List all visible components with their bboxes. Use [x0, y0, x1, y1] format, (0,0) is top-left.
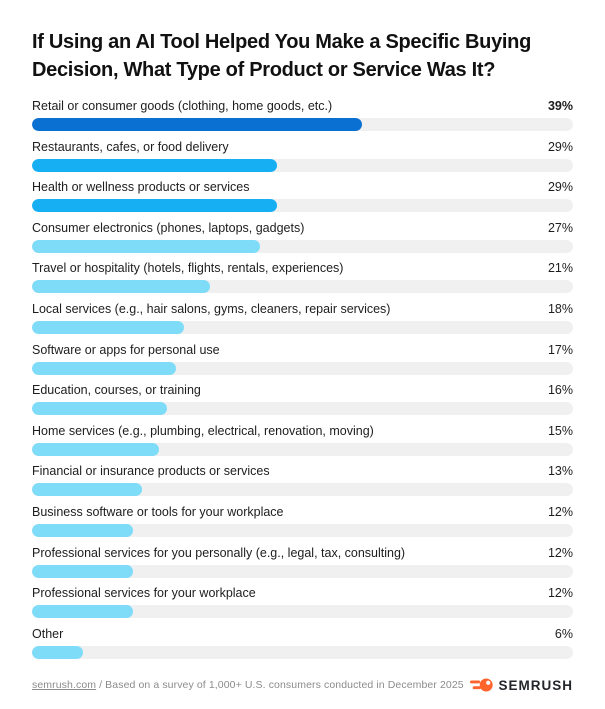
bar-chart: Retail or consumer goods (clothing, home…: [32, 99, 573, 677]
category-label: Education, courses, or training: [32, 383, 201, 398]
chart-row: Local services (e.g., hair salons, gyms,…: [32, 302, 573, 334]
semrush-wordmark: SEMRUSH: [498, 677, 573, 693]
chart-row: Health or wellness products or services …: [32, 180, 573, 213]
bar-track: [32, 564, 573, 578]
bar-track: [32, 239, 573, 253]
bar-track: [32, 361, 573, 375]
bar-track: [32, 280, 573, 294]
category-label: Professional services for you personally…: [32, 545, 406, 560]
value-label: 13%: [547, 464, 573, 479]
bar-fill: [32, 402, 168, 416]
value-label: 12%: [547, 504, 573, 519]
value-label: 6%: [554, 626, 573, 641]
source-link[interactable]: semrush.com: [32, 679, 97, 691]
value-label: 12%: [547, 545, 573, 560]
semrush-logo: SEMRUSH: [470, 677, 573, 693]
category-label: Restaurants, cafes, or food delivery: [32, 139, 229, 154]
page-title-line-1: If Using an AI Tool Helped You Make a Sp…: [32, 31, 531, 53]
value-label: 27%: [547, 220, 573, 235]
chart-row: Consumer electronics (phones, laptops, g…: [32, 221, 573, 253]
chart-row: Professional services for you personally…: [32, 546, 573, 578]
bar-fill: [32, 361, 176, 375]
bar-fill: [32, 564, 134, 578]
bar-track: [32, 442, 573, 456]
chart-row: Financial or insurance products or servi…: [32, 464, 573, 497]
category-label: Health or wellness products or services: [32, 180, 250, 195]
category-label: Other: [32, 626, 64, 641]
chart-row: Restaurants, cafes, or food delivery 29%: [32, 140, 573, 172]
chart-row: Travel or hospitality (hotels, flights, …: [32, 261, 573, 294]
bar-fill: [32, 645, 83, 659]
bar-track: [32, 483, 573, 497]
bar-fill: [32, 483, 142, 497]
chart-row: Retail or consumer goods (clothing, home…: [32, 99, 573, 131]
value-label: 12%: [547, 586, 573, 601]
value-label: 21%: [547, 261, 573, 276]
bar-track: [32, 320, 573, 334]
bar-track: [32, 645, 573, 659]
category-label: Travel or hospitality (hotels, flights, …: [32, 261, 344, 276]
value-label: 29%: [547, 139, 573, 154]
category-label: Local services (e.g., hair salons, gyms,…: [32, 301, 391, 316]
bar-fill: [32, 158, 278, 172]
bar-fill: [32, 442, 159, 456]
bar-fill: [32, 280, 210, 294]
category-label: Business software or tools for your work…: [32, 504, 284, 519]
value-label: 39%: [547, 99, 573, 113]
bar-track: [32, 523, 573, 537]
value-label: 16%: [547, 383, 573, 398]
chart-row: Home services (e.g., plumbing, electrica…: [32, 424, 573, 456]
footer: semrush.com / Based on a survey of 1,000…: [32, 677, 573, 693]
bar-track: [32, 118, 573, 131]
value-label: 15%: [547, 423, 573, 438]
semrush-flame-icon: [470, 678, 494, 692]
chart-row: Professional services for your workplace…: [32, 586, 573, 619]
value-label: 18%: [547, 301, 573, 316]
bar-fill: [32, 320, 185, 334]
bar-track: [32, 605, 573, 619]
category-label: Financial or insurance products or servi…: [32, 464, 270, 479]
category-label: Software or apps for personal use: [32, 342, 220, 357]
bar-fill: [32, 199, 278, 213]
category-label: Retail or consumer goods (clothing, home…: [32, 99, 333, 113]
chart-row: Other 6%: [32, 627, 573, 659]
chart-row: Software or apps for personal use 17%: [32, 343, 573, 375]
source-note: semrush.com / Based on a survey of 1,000…: [32, 679, 464, 691]
bar-fill: [32, 523, 134, 537]
chart-row: Business software or tools for your work…: [32, 505, 573, 537]
bar-fill: [32, 239, 261, 253]
category-label: Home services (e.g., plumbing, electrica…: [32, 423, 374, 438]
bar-track: [32, 158, 573, 172]
bar-track: [32, 402, 573, 416]
bar-track: [32, 199, 573, 213]
chart-row: Education, courses, or training 16%: [32, 383, 573, 416]
page-title: If Using an AI Tool Helped You Make a Sp…: [32, 28, 573, 84]
category-label: Consumer electronics (phones, laptops, g…: [32, 220, 305, 235]
page-title-line-2: Decision, What Type of Product or Servic…: [32, 59, 496, 81]
source-note-text: / Based on a survey of 1,000+ U.S. consu…: [96, 679, 464, 691]
category-label: Professional services for your workplace: [32, 586, 256, 601]
bar-fill: [32, 118, 362, 131]
value-label: 29%: [547, 180, 573, 195]
bar-fill: [32, 605, 134, 619]
value-label: 17%: [547, 342, 573, 357]
